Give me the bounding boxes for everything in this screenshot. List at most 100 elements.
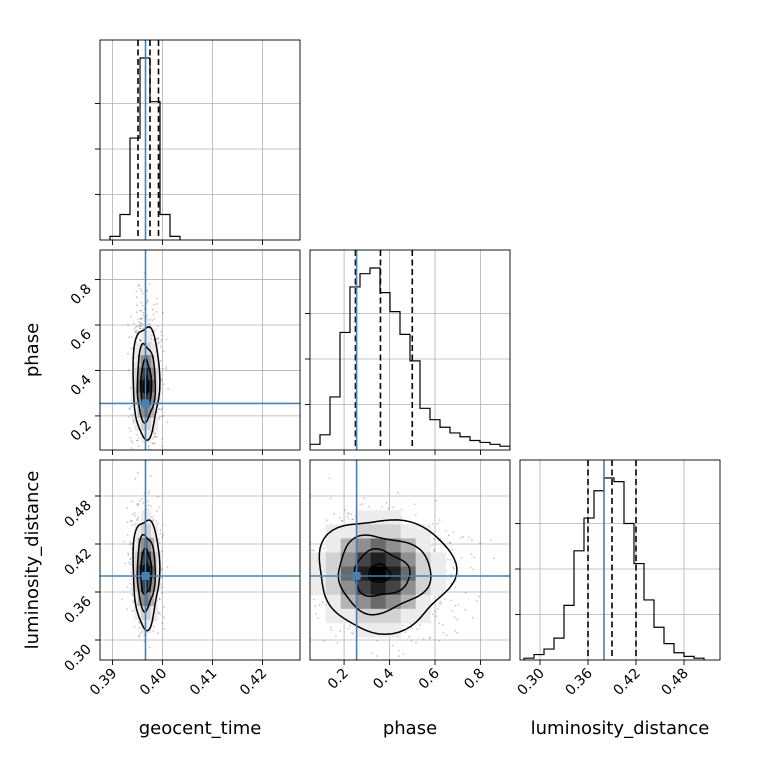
sample-point — [157, 612, 160, 615]
sample-point — [131, 592, 134, 595]
sample-point — [138, 284, 141, 286]
sample-point — [151, 442, 154, 445]
sample-point — [155, 435, 158, 438]
sample-point — [464, 591, 467, 594]
sample-point — [158, 506, 161, 509]
density-cell — [154, 380, 158, 394]
sample-point — [129, 541, 132, 543]
sample-point — [126, 506, 129, 509]
sample-point — [158, 418, 160, 421]
sample-point — [161, 622, 164, 625]
density-cell — [325, 538, 342, 553]
density-cell — [131, 392, 135, 406]
sample-point — [437, 608, 439, 610]
sample-point — [135, 290, 138, 293]
sample-point — [135, 439, 138, 442]
panel-frame-phase — [309, 249, 511, 451]
pair-panel-geocent_time-phase — [100, 250, 300, 450]
sample-point — [129, 437, 132, 439]
density-cell — [141, 592, 145, 607]
sample-point — [142, 502, 145, 504]
x-axis-label-luminosity-distance: luminosity_distance — [531, 718, 710, 739]
sample-point — [159, 345, 162, 348]
contour-phase-luminosity_distance-2 — [337, 534, 432, 616]
sample-point — [398, 655, 401, 658]
density-cell — [325, 566, 342, 582]
sample-point — [136, 519, 139, 521]
density-cell — [150, 606, 155, 621]
density-cell — [150, 417, 155, 431]
sample-point — [137, 318, 140, 321]
sample-point — [159, 613, 162, 616]
tick-label-y-luminosity_distance-1: 0.36 — [61, 593, 94, 626]
density-cell — [340, 580, 357, 596]
density-cell — [154, 537, 158, 552]
sample-point — [415, 641, 417, 644]
sample-point — [147, 508, 150, 511]
density-cell — [340, 608, 357, 624]
sample-point — [433, 550, 436, 553]
sample-point — [428, 637, 431, 640]
tick-label-y-luminosity_distance-3: 0.48 — [61, 498, 94, 531]
density-cell — [141, 355, 145, 369]
sample-point — [138, 499, 141, 502]
panel-frame-geocent_time — [99, 39, 301, 241]
density-cell — [385, 552, 402, 567]
sample-point — [313, 598, 315, 601]
sample-point — [142, 327, 144, 330]
density-cell — [415, 524, 432, 539]
sample-point — [138, 325, 141, 328]
sample-point — [158, 611, 160, 614]
sample-point — [152, 630, 155, 632]
sample-point — [143, 316, 146, 319]
density-cell — [385, 524, 402, 539]
sample-point — [478, 595, 481, 598]
density-cell — [134, 405, 139, 419]
sample-point — [339, 630, 342, 633]
density-cell — [340, 594, 357, 610]
sample-point — [153, 435, 156, 438]
density-cell — [134, 342, 139, 356]
density-cell — [370, 566, 387, 582]
sample-point — [126, 586, 129, 589]
sample-point — [162, 415, 165, 417]
tick-label-x-luminosity_distance-1: 0.36 — [562, 665, 595, 698]
density-cell — [150, 578, 155, 593]
sample-point — [371, 652, 374, 654]
sample-point — [161, 407, 164, 410]
sample-point — [161, 437, 164, 440]
sample-point — [155, 303, 158, 305]
density-cell — [134, 367, 139, 381]
sample-point — [140, 301, 143, 304]
sample-point — [413, 503, 416, 506]
sample-point — [151, 519, 154, 522]
sample-point — [490, 539, 493, 541]
sample-point — [391, 644, 394, 647]
sample-point — [451, 548, 454, 551]
sample-point — [441, 623, 444, 626]
density-cell — [154, 551, 158, 566]
sample-point — [437, 522, 439, 525]
density-cell — [137, 355, 142, 369]
sample-point — [422, 637, 425, 640]
y-axis-label-luminosity-distance: luminosity_distance — [22, 471, 43, 650]
density-cell — [141, 342, 145, 356]
sample-point — [166, 421, 169, 423]
sample-point — [468, 536, 470, 539]
sample-point — [293, 528, 295, 530]
sample-point — [161, 416, 163, 418]
tick-label-y-phase-1: 0.4 — [68, 372, 95, 399]
sample-point — [450, 573, 452, 576]
sample-point — [153, 303, 155, 306]
density-cell — [147, 405, 152, 419]
sample-point — [121, 598, 123, 601]
sample-point — [304, 547, 306, 549]
sample-point — [157, 337, 160, 339]
sample-point — [158, 542, 161, 544]
density-cell — [137, 367, 142, 381]
density-cell — [154, 355, 158, 369]
sample-point — [130, 405, 132, 408]
sample-point — [140, 325, 143, 328]
sample-point — [150, 334, 153, 337]
sample-point — [159, 340, 162, 343]
